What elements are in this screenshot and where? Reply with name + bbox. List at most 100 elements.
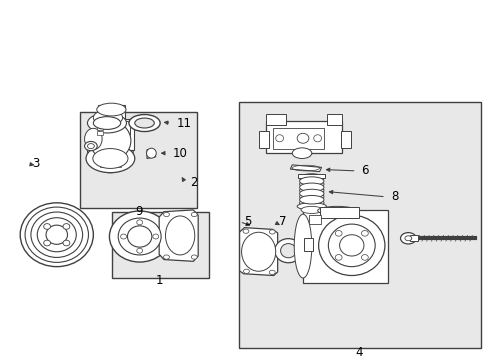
Text: 3: 3 <box>32 157 40 170</box>
Ellipse shape <box>404 236 411 241</box>
Bar <box>112 212 209 278</box>
Ellipse shape <box>87 120 134 173</box>
Ellipse shape <box>63 240 70 246</box>
Text: 11: 11 <box>176 117 191 130</box>
Bar <box>259 131 268 148</box>
Bar <box>308 215 321 224</box>
Ellipse shape <box>269 230 275 234</box>
Ellipse shape <box>328 224 374 267</box>
Bar <box>266 121 341 153</box>
Ellipse shape <box>127 226 152 247</box>
Ellipse shape <box>361 230 367 236</box>
Ellipse shape <box>90 121 131 160</box>
Ellipse shape <box>135 118 154 128</box>
Bar <box>238 102 481 348</box>
Polygon shape <box>290 165 321 172</box>
Ellipse shape <box>275 135 283 142</box>
Ellipse shape <box>243 269 249 273</box>
Bar <box>340 131 350 148</box>
Ellipse shape <box>317 206 356 215</box>
Ellipse shape <box>297 133 308 143</box>
Ellipse shape <box>93 110 122 126</box>
Bar <box>298 175 325 178</box>
Text: 4: 4 <box>355 346 362 359</box>
Polygon shape <box>147 150 156 158</box>
Text: 8: 8 <box>390 190 397 203</box>
Text: 5: 5 <box>244 215 251 228</box>
Ellipse shape <box>153 234 158 239</box>
Polygon shape <box>239 228 277 275</box>
Ellipse shape <box>93 117 121 129</box>
Ellipse shape <box>191 255 197 259</box>
Ellipse shape <box>299 177 324 185</box>
Ellipse shape <box>97 103 126 116</box>
Text: 2: 2 <box>189 176 197 189</box>
Bar <box>266 114 285 125</box>
Ellipse shape <box>299 195 324 204</box>
Ellipse shape <box>280 244 296 258</box>
Ellipse shape <box>241 232 275 271</box>
Polygon shape <box>159 210 198 261</box>
Ellipse shape <box>269 270 275 274</box>
Ellipse shape <box>109 211 169 262</box>
Ellipse shape <box>299 199 324 207</box>
Ellipse shape <box>84 129 102 150</box>
Ellipse shape <box>299 180 324 188</box>
Text: 9: 9 <box>135 205 142 218</box>
Ellipse shape <box>121 234 126 239</box>
Bar <box>92 120 134 150</box>
Ellipse shape <box>87 113 126 133</box>
Ellipse shape <box>297 203 326 210</box>
Ellipse shape <box>313 135 321 142</box>
Bar <box>409 237 417 239</box>
Ellipse shape <box>339 235 363 256</box>
Bar <box>303 210 387 283</box>
Ellipse shape <box>43 224 50 229</box>
Ellipse shape <box>46 225 67 244</box>
Ellipse shape <box>294 214 311 278</box>
Ellipse shape <box>163 212 169 217</box>
Bar <box>98 105 125 123</box>
Text: 1: 1 <box>156 274 163 287</box>
Bar <box>327 114 341 125</box>
Ellipse shape <box>84 141 97 151</box>
Ellipse shape <box>87 144 94 149</box>
Ellipse shape <box>299 186 324 195</box>
Ellipse shape <box>165 216 194 255</box>
Ellipse shape <box>274 239 302 263</box>
Ellipse shape <box>299 192 324 201</box>
Ellipse shape <box>361 255 367 260</box>
Ellipse shape <box>318 215 384 275</box>
Ellipse shape <box>118 218 161 255</box>
Ellipse shape <box>301 206 322 213</box>
Text: 7: 7 <box>278 215 285 228</box>
Ellipse shape <box>86 144 135 173</box>
Ellipse shape <box>163 255 169 259</box>
Bar <box>100 155 121 167</box>
Ellipse shape <box>31 212 82 257</box>
Ellipse shape <box>299 183 324 192</box>
Ellipse shape <box>137 220 142 225</box>
Bar <box>97 126 103 130</box>
Ellipse shape <box>146 148 156 158</box>
Ellipse shape <box>20 203 93 267</box>
Ellipse shape <box>63 224 70 229</box>
Ellipse shape <box>400 233 415 244</box>
Ellipse shape <box>137 248 142 253</box>
Bar <box>80 112 197 208</box>
Ellipse shape <box>43 240 50 246</box>
Bar <box>96 121 130 135</box>
Ellipse shape <box>292 148 311 158</box>
Ellipse shape <box>191 212 197 217</box>
Bar <box>409 235 417 241</box>
Text: 10: 10 <box>172 147 187 160</box>
Ellipse shape <box>335 255 342 260</box>
Bar <box>97 131 103 135</box>
Ellipse shape <box>93 149 128 168</box>
Ellipse shape <box>335 230 342 236</box>
Ellipse shape <box>37 218 76 252</box>
Ellipse shape <box>243 229 248 233</box>
Ellipse shape <box>25 207 88 262</box>
Bar <box>272 128 324 149</box>
Ellipse shape <box>299 174 324 182</box>
